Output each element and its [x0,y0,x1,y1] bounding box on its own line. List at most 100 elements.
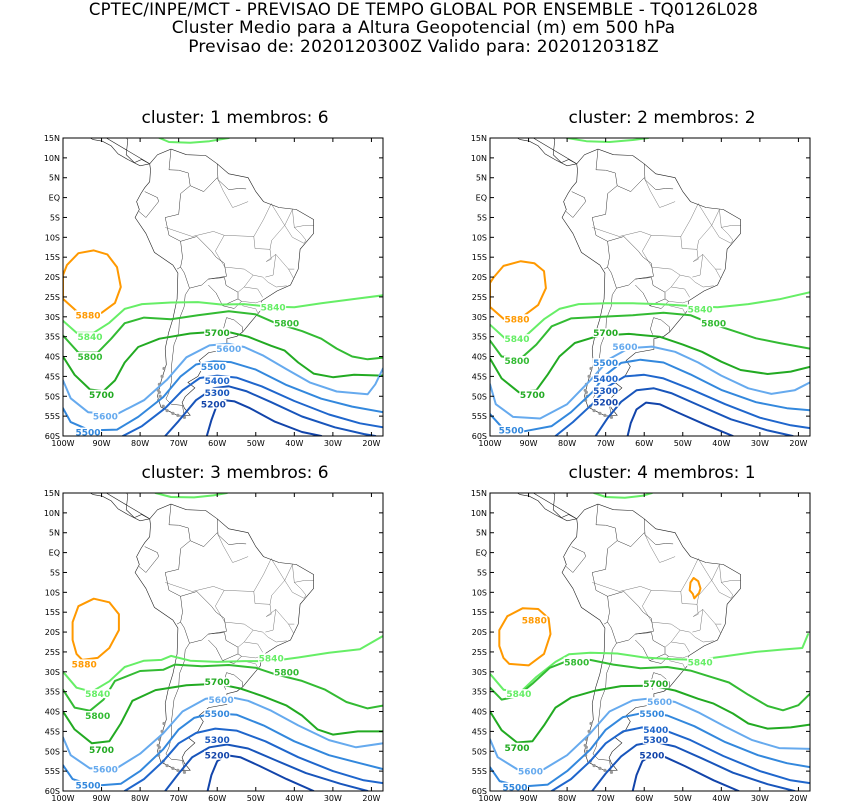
lat-label: 60S [472,432,487,441]
contour-label-bg [204,677,231,687]
state-border [715,624,721,634]
lat-label: EQ [49,194,60,203]
contour-5500 [490,711,810,788]
contour-label: 5800 [701,319,726,329]
country-border [617,177,645,192]
country-border [643,163,674,190]
lon-label: 70W [170,439,188,448]
contour-label: 5880 [504,315,529,325]
country-border [138,546,159,573]
country-border [208,632,239,662]
contour-label-bg [92,764,119,774]
contour-label-bg [273,667,300,677]
state-border [241,300,262,304]
contour-5300 [164,743,369,791]
island [603,413,607,417]
contour-label-bg [517,766,544,776]
lat-label: 30S [472,313,487,322]
contour-5200 [206,754,315,791]
island [176,768,180,772]
lon-label: 80W [131,439,149,448]
contour-label-bg [638,750,665,760]
contour-5840 [63,635,383,693]
contour-label-bg [204,387,231,397]
contour-label: 5840 [504,335,529,345]
lat-label: 15N [471,489,487,498]
state-border [669,660,685,668]
central-america-pacific-coast [516,493,577,522]
country-border [164,214,183,270]
lat-label: 50S [472,392,487,401]
island [157,745,161,749]
contour-5800 [490,658,810,712]
state-border [696,203,712,250]
lat-label: 60S [45,787,60,796]
lon-label: 50W [247,794,265,803]
contour-label: 5600 [216,345,241,355]
state-border [668,655,689,659]
lon-label: 100W [51,439,74,448]
lon-label: 60W [635,794,653,803]
lon-label: 30W [324,439,342,448]
lat-label: 25S [472,293,487,302]
contour-label: 5880 [72,660,97,670]
contour-label: 5400 [643,726,668,736]
lon-label: 80W [558,439,576,448]
lon-label: 50W [674,439,692,448]
island [157,390,161,394]
country-border [138,191,159,218]
lat-label: 30S [45,313,60,322]
lat-label: 60S [45,432,60,441]
map-panel-cluster-1: cluster: 1 membros: 6 5880 5840 5840 5800 58… [0,108,420,448]
island [161,404,165,408]
plot-frame [489,137,811,437]
lon-label: 30W [751,794,769,803]
lon-label: 70W [597,794,615,803]
lon-label: 90W [93,794,111,803]
country-border [649,653,669,664]
lat-label: 40S [472,708,487,717]
state-border [215,235,254,293]
lat-label: 20S [45,273,60,282]
contour-label-bg [76,352,103,362]
lon-label: 70W [597,439,615,448]
south-america-coast [134,503,314,772]
contour-label: 5700 [520,391,545,401]
contour-label: 5700 [504,744,529,754]
lon-label: 20W [362,794,380,803]
contour-label: 5200 [201,401,226,411]
contour-label-bg [75,780,102,790]
plot-frame [62,137,384,437]
contour-label-bg [642,734,669,744]
lat-label: 20S [472,273,487,282]
hispaniola-coast [589,474,612,481]
contour-label-bg [642,679,669,689]
state-border [669,305,685,313]
contour-5880 [688,577,702,600]
lat-label: EQ [476,549,487,558]
contour-label: 5200 [639,752,664,762]
contour-label: 5840 [85,690,110,700]
contour-5300 [591,740,796,791]
plot-frame [489,492,811,792]
lat-label: 5S [50,213,60,222]
contour-label: 5300 [643,736,668,746]
contour-label: 5840 [506,690,531,700]
lon-label: 40W [285,439,303,448]
contour-label-bg [75,427,102,437]
lat-label: 5N [476,529,487,538]
island [609,415,614,419]
contour-label: 5500 [76,782,101,792]
state-border [671,286,690,298]
cuba-coast [121,463,162,474]
state-border [288,269,294,279]
contour-label: 5800 [274,319,299,329]
contour-label-bg [75,310,102,320]
central-america-coast [532,138,577,165]
country-border [190,177,218,192]
map-layer [490,138,810,436]
state-border [269,558,285,605]
contour-5840 [63,294,383,334]
contour-label-bg [204,328,231,338]
country-border [635,632,666,662]
